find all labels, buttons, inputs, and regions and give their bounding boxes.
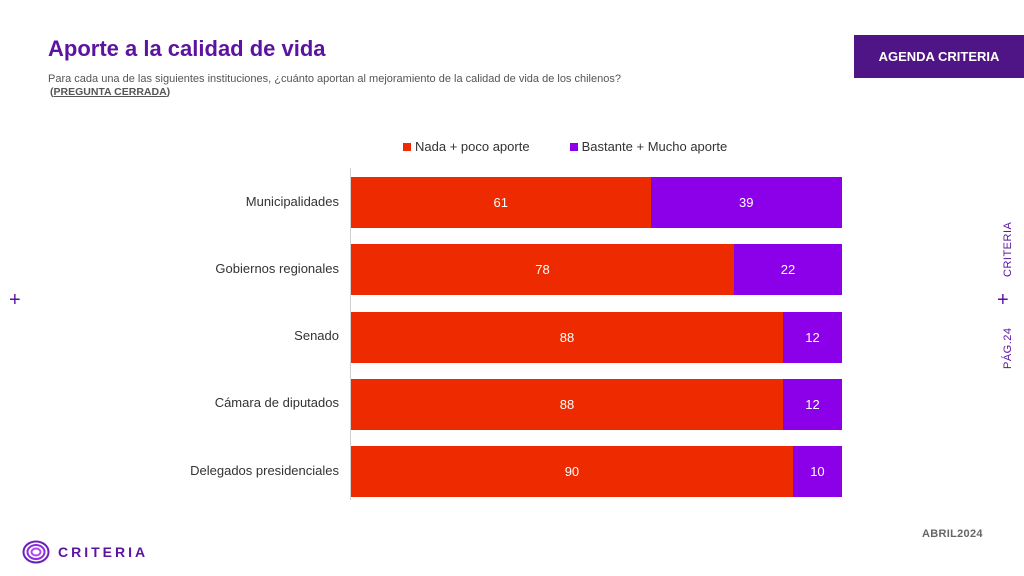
bar-segment: 39: [650, 177, 842, 228]
chart-legend: Nada + poco aporte Bastante + Mucho apor…: [403, 139, 767, 154]
bar-segment: 88: [351, 378, 784, 430]
legend-swatch-red: [403, 142, 411, 151]
category-label: Senado: [294, 328, 339, 344]
data-label: 90: [564, 464, 580, 480]
page-title: Aporte a la calidad de vida: [48, 36, 326, 61]
data-label: 12: [805, 396, 820, 412]
bar-segment: 12: [783, 311, 842, 363]
bar-segment: 88: [351, 311, 784, 363]
bar-segment: 78: [351, 244, 734, 296]
data-label: 12: [805, 329, 820, 345]
report-date: ABRIL2024: [922, 528, 983, 540]
legend-label: Nada + poco aporte: [415, 139, 530, 154]
logo-text: CRITERIA: [58, 544, 149, 560]
data-label: 78: [535, 262, 550, 278]
category-label: Gobiernos regionales: [215, 260, 339, 276]
chart-axis-line: [350, 168, 351, 500]
data-label: 10: [810, 464, 825, 480]
agenda-criteria-badge: AGENDA CRITERIA: [854, 35, 1024, 78]
question-type-label: PREGUNTA CERRADA: [53, 86, 167, 98]
category-label: Cámara de diputados: [214, 395, 339, 411]
question-type: (PREGUNTA CERRADA): [50, 86, 171, 98]
plus-icon-right: +: [997, 289, 1009, 311]
data-label: 88: [559, 329, 575, 345]
side-brand-label: CRITERIA: [1002, 221, 1014, 277]
legend-swatch-purple: [569, 142, 578, 151]
bar-segment: 22: [733, 244, 842, 296]
bar-segment: 61: [351, 177, 651, 228]
question-text: Para cada una de las siguientes instituc…: [48, 73, 621, 85]
data-label: 88: [559, 396, 575, 412]
category-label: Municipalidades: [245, 193, 339, 209]
legend-item-nada-poco: Nada + poco aporte: [403, 139, 530, 154]
legend-label: Bastante + Mucho aporte: [581, 139, 728, 154]
legend-item-bastante-mucho: Bastante + Mucho aporte: [569, 139, 728, 154]
bar-segment: 90: [351, 446, 793, 498]
page-number: PÁG.24: [1002, 327, 1014, 369]
criteria-logo-icon: [22, 540, 50, 564]
data-label: 22: [780, 262, 796, 278]
bar-segment: 12: [783, 378, 842, 430]
bar-segment: 10: [792, 446, 842, 498]
plus-icon: +: [9, 289, 21, 311]
category-label: Delegados presidenciales: [190, 462, 339, 478]
data-label: 39: [739, 195, 754, 210]
data-label: 61: [493, 195, 508, 210]
criteria-logo: CRITERIA: [22, 540, 148, 564]
